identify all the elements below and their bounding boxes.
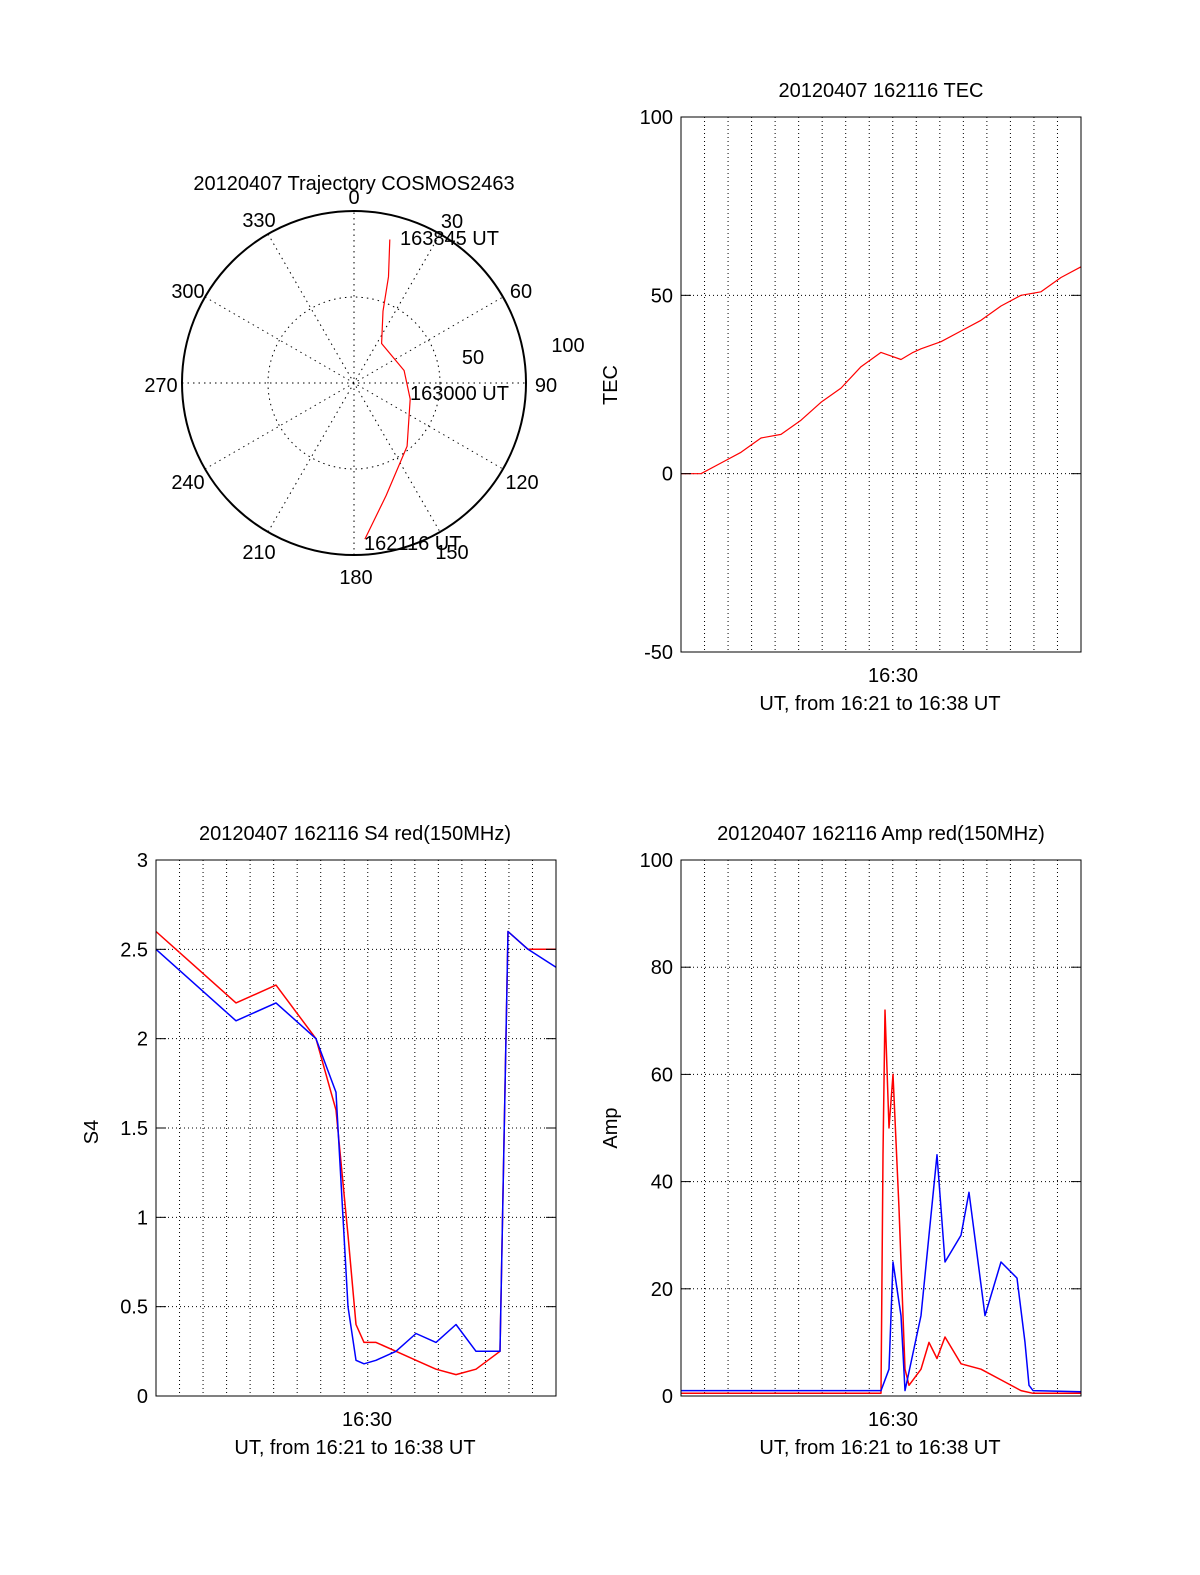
s4-ytick-label-0: 0: [137, 1386, 148, 1408]
polar-inner-circle: [267, 296, 441, 470]
az-label-180: 180: [339, 567, 372, 589]
s4-ytick-label-3: 1.5: [120, 1118, 148, 1140]
az-label-150: 150: [435, 542, 468, 564]
amp-ytick-label-0: 0: [662, 1386, 673, 1408]
s4-line-0: [155, 930, 556, 1376]
annotation-162116: 162116 UT: [364, 533, 461, 555]
radial-label-100: 100: [551, 335, 584, 357]
az-label-270: 270: [144, 375, 177, 397]
az-label-240: 240: [171, 472, 204, 494]
tec-ytick-label-0: -50: [644, 642, 673, 664]
amp-ytick-label-1: 20: [651, 1279, 673, 1301]
az-label-120: 120: [505, 472, 538, 494]
tec-ytick-label-2: 50: [651, 285, 673, 307]
radial-label-50: 50: [462, 347, 484, 369]
tec-plot-frame: [680, 116, 1082, 653]
az-label-0: 0: [348, 187, 359, 209]
polar-grid: [181, 210, 527, 556]
amp-ytick-label-2: 40: [651, 1172, 673, 1194]
s4-ylabel: S4: [81, 1120, 103, 1144]
tec-y-ticks: -50 0 50 100: [640, 107, 1081, 664]
amp-plot-frame: [680, 859, 1082, 1397]
s4-xtick-label: 16:30: [342, 1409, 392, 1431]
amp-y-ticks: 0 20 40 60 80 100: [640, 850, 1081, 1408]
s4-chart: 20120407 162116 S4 red(150MHz) 0 0.5 1 1.5 2…: [81, 823, 557, 1459]
annotation-163845: 163845 UT: [400, 228, 499, 250]
s4-ytick-label-1: 0.5: [120, 1297, 148, 1319]
s4-ytick-label-6: 3: [137, 850, 148, 872]
amp-line-1: [681, 1154, 1082, 1393]
trajectory-series: [364, 239, 411, 540]
s4-line-1: [155, 930, 557, 1365]
az-label-300: 300: [171, 281, 204, 303]
amp-ytick-label-4: 80: [651, 957, 673, 979]
s4-xlabel: UT, from 16:21 to 16:38 UT: [234, 1437, 475, 1459]
tec-ytick-label-3: 100: [640, 107, 673, 129]
s4-ytick-label-2: 1: [137, 1207, 148, 1229]
tec-ytick-label-1: 0: [662, 464, 673, 486]
s4-y-ticks: 0 0.5 1 1.5 2 2.5 3: [120, 850, 556, 1408]
polar-azimuth-labels: 0 30 60 90 120 150 180 210 240 270 300 3…: [144, 187, 557, 589]
az-label-330: 330: [242, 210, 275, 232]
amp-title: 20120407 162116 Amp red(150MHz): [717, 823, 1045, 845]
amp-ytick-label-3: 60: [651, 1064, 673, 1086]
az-label-30: 30: [441, 211, 463, 233]
tec-xtick-label: 16:30: [868, 665, 918, 687]
s4-ytick-label-4: 2: [137, 1029, 148, 1051]
az-label-210: 210: [242, 542, 275, 564]
trajectory-title: 20120407 Trajectory COSMOS2463: [193, 173, 514, 195]
tec-line-0: [681, 266, 1082, 475]
s4-ytick-label-5: 2.5: [120, 939, 148, 961]
tec-ylabel: TEC: [600, 365, 622, 405]
tec-series: [681, 266, 1082, 475]
amp-line-0: [681, 1009, 1081, 1395]
az-label-60: 60: [510, 281, 532, 303]
amp-grid: [681, 860, 1081, 1396]
amp-chart: 20120407 162116 Amp red(150MHz) 0 20 40 60 8…: [600, 823, 1082, 1459]
tec-title: 20120407 162116 TEC: [779, 80, 984, 102]
amp-xtick-label: 16:30: [868, 1409, 918, 1431]
s4-title: 20120407 162116 S4 red(150MHz): [199, 823, 511, 845]
amp-ytick-label-5: 100: [640, 850, 673, 872]
polar-spoke-150: [267, 233, 441, 533]
az-label-90: 90: [535, 375, 557, 397]
amp-xlabel: UT, from 16:21 to 16:38 UT: [759, 1437, 1000, 1459]
annotation-163000: 163000 UT: [410, 383, 509, 405]
amp-series: [681, 1009, 1082, 1395]
trajectory-line-0: [364, 239, 411, 540]
tec-grid: [681, 117, 1081, 652]
tec-xlabel: UT, from 16:21 to 16:38 UT: [759, 693, 1000, 715]
amp-ylabel: Amp: [600, 1107, 622, 1148]
s4-grid: [156, 860, 556, 1396]
s4-series: [155, 930, 557, 1376]
trajectory-chart: 20120407 Trajectory COSMOS2463 0 30 60 9…: [144, 173, 584, 589]
